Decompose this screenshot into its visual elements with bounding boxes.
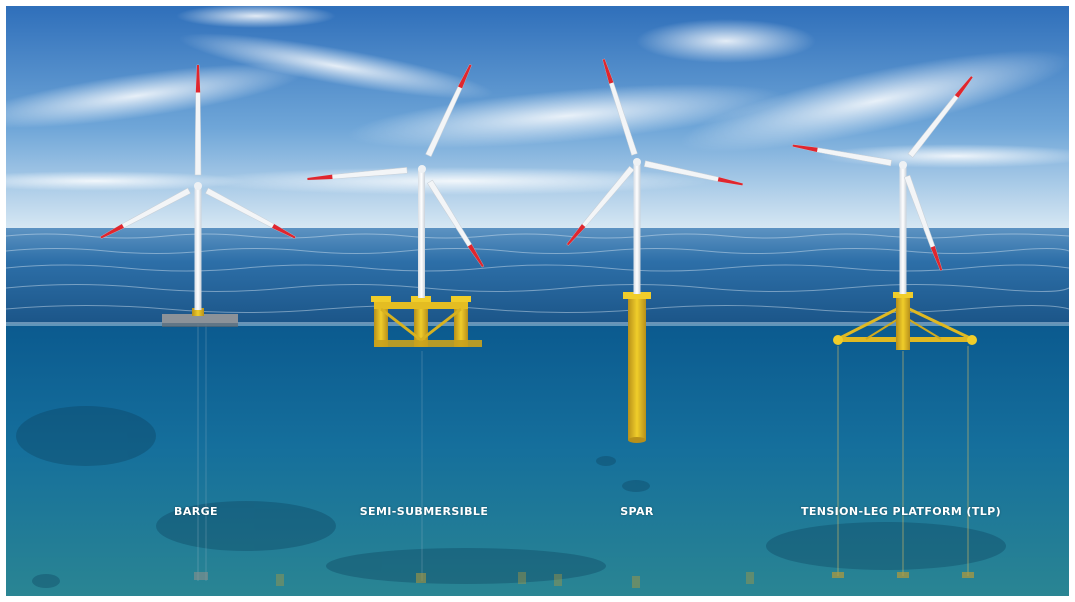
barge-turbine	[98, 64, 298, 581]
label-tlp: TENSION-LEG PLATFORM (TLP)	[800, 505, 1002, 518]
tlp-turbine	[791, 74, 977, 578]
sea-surface	[6, 228, 1069, 324]
seabed-texture	[16, 406, 1006, 588]
underwater	[6, 324, 1069, 596]
semi-submersible-turbine	[276, 63, 562, 586]
clouds	[6, 6, 1069, 195]
label-spar: SPAR	[620, 505, 654, 518]
floating-wind-illustration: BARGE SEMI-SUBMERSIBLE SPAR TENSION-LEG …	[6, 6, 1069, 596]
label-barge: BARGE	[174, 505, 218, 518]
spar-turbine	[564, 57, 754, 588]
label-semi-submersible: SEMI-SUBMERSIBLE	[359, 505, 489, 518]
